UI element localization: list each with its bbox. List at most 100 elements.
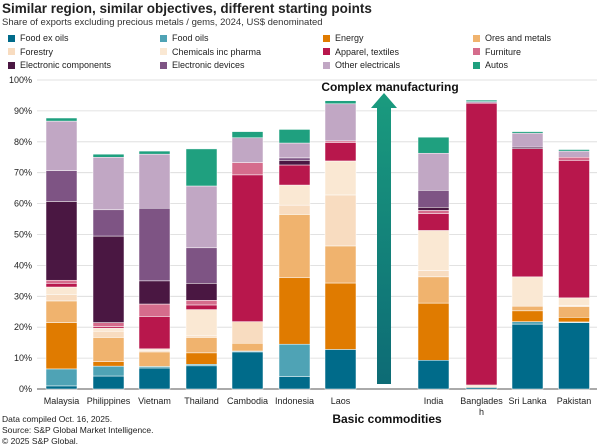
bar-segment-ores-and-metals — [92, 337, 125, 362]
bar-segment-electronic-devices — [185, 247, 218, 284]
bar-segment-energy — [278, 277, 311, 345]
bar-segment-ores-and-metals — [138, 351, 171, 367]
bar-segment-ores-and-metals — [324, 245, 357, 284]
bar-segment-food-oils — [278, 343, 311, 377]
footer-copyright: © 2025 S&P Global. — [2, 436, 79, 446]
bar-stack-thailand — [185, 148, 218, 390]
x-tick-label: Vietnam — [138, 396, 171, 406]
bar-segment-food-oils — [45, 368, 78, 387]
bar-segment-electronic-components — [138, 280, 171, 305]
legend-swatch — [160, 48, 167, 55]
bar-stack-sri-lanka — [511, 131, 544, 390]
bar-segment-energy — [185, 352, 218, 365]
legend-swatch — [8, 48, 15, 55]
bar-segment-food-ex-oils — [417, 360, 450, 390]
bar-stack-cambodia — [231, 131, 264, 390]
bar-stack-bangladesh — [465, 99, 498, 390]
x-tick-label-wrap: h — [479, 407, 484, 417]
legend-item-chemicals-inc-pharma: Chemicals inc pharma — [160, 47, 261, 57]
legend-label: Other electricals — [335, 60, 401, 70]
x-tick-label: Malaysia — [44, 396, 80, 406]
bar-segment-food-ex-oils — [324, 349, 357, 390]
bar-stack-malaysia — [45, 117, 78, 390]
bar-segment-apparel-textiles — [417, 213, 450, 231]
y-tick-label: 80% — [14, 137, 32, 147]
bar-segment-ores-and-metals — [45, 300, 78, 323]
bar-segment-electronic-devices — [278, 157, 311, 161]
bar-segment-autos — [185, 148, 218, 187]
legend-item-forestry: Forestry — [8, 47, 53, 57]
bar-segment-furniture — [138, 303, 171, 317]
bar-segment-apparel-textiles — [45, 283, 78, 288]
bar-segment-food-ex-oils — [185, 365, 218, 390]
bar-segment-ores-and-metals — [511, 305, 544, 312]
x-tick-label: Pakistan — [557, 396, 592, 406]
bar-segment-chemicals-inc-pharma — [45, 286, 78, 296]
bar-segment-food-ex-oils — [92, 375, 125, 390]
bar-stack-laos — [324, 100, 357, 390]
annotation-basic-commodities: Basic commodities — [332, 412, 442, 426]
bar-stack-india — [417, 136, 450, 390]
bar-segment-energy — [324, 282, 357, 350]
chart-title: Similar region, similar objectives, diff… — [2, 1, 372, 16]
bar-segment-chemicals-inc-pharma — [511, 276, 544, 307]
bar-segment-autos — [278, 129, 311, 144]
x-tick-label: Sri Lanka — [508, 396, 546, 406]
legend-label: Ores and metals — [485, 33, 552, 43]
bar-segment-ores-and-metals — [231, 343, 264, 352]
y-tick-label: 90% — [14, 106, 32, 116]
bar-segment-other-electricals — [92, 157, 125, 211]
y-tick-label: 20% — [14, 322, 32, 332]
legend-item-other-electricals: Other electricals — [323, 60, 400, 70]
bar-segment-forestry — [92, 330, 125, 338]
bar-segment-apparel-textiles — [558, 160, 590, 299]
bar-segment-energy — [511, 310, 544, 322]
legend-swatch — [323, 61, 330, 69]
legend-swatch — [160, 61, 167, 69]
bar-segment-other-electricals — [324, 103, 357, 142]
bar-segment-furniture — [417, 210, 450, 214]
bar-segment-furniture — [231, 162, 264, 176]
bar-segment-energy — [92, 361, 125, 367]
x-tick-label: Indonesia — [275, 396, 314, 406]
bar-segment-electronic-devices — [417, 190, 450, 208]
bar-segment-chemicals-inc-pharma — [558, 297, 590, 306]
bar-segment-ores-and-metals — [278, 214, 311, 279]
x-tick-label: India — [424, 396, 444, 406]
legend-item-ores-and-metals: Ores and metals — [473, 33, 551, 43]
bar-segment-forestry — [231, 321, 264, 344]
y-tick-label: 100% — [9, 75, 32, 85]
legend-item-furniture: Furniture — [473, 47, 521, 57]
bar-segment-other-electricals — [511, 132, 544, 148]
bar-segment-autos — [92, 153, 125, 158]
legend-item-food-ex-oils: Food ex oils — [8, 33, 69, 43]
bar-segment-food-ex-oils — [138, 367, 171, 390]
bar-segment-food-oils — [511, 321, 544, 325]
x-tick-label: Banglades — [460, 396, 503, 406]
bar-segment-other-electricals — [185, 185, 218, 249]
y-tick-label: 30% — [14, 291, 32, 301]
legend-label: Food ex oils — [20, 33, 69, 43]
bar-segment-food-ex-oils — [45, 385, 78, 390]
bar-segment-apparel-textiles — [138, 316, 171, 350]
bar-segment-apparel-textiles — [511, 148, 544, 278]
bar-segment-food-ex-oils — [278, 376, 311, 390]
legend-label: Electronic devices — [172, 60, 245, 70]
bar-segment-autos — [558, 149, 590, 152]
bar-segment-chemicals-inc-pharma — [324, 160, 357, 196]
bar-segment-food-ex-oils — [231, 351, 264, 390]
bar-segment-electronic-devices — [92, 209, 125, 237]
bar-segment-furniture — [92, 322, 125, 327]
x-tick-label: Cambodia — [227, 396, 268, 406]
annotation-complex-manufacturing: Complex manufacturing — [321, 80, 458, 94]
y-tick-label: 40% — [14, 260, 32, 270]
bar-segment-autos — [138, 150, 171, 155]
bar-segment-apparel-textiles — [324, 142, 357, 162]
bar-segment-electronic-devices — [138, 207, 171, 282]
bar-segment-chemicals-inc-pharma — [185, 309, 218, 337]
bar-segment-food-ex-oils — [511, 323, 544, 390]
bar-segment-forestry — [417, 270, 450, 278]
legend-item-food-oils: Food oils — [160, 33, 209, 43]
legend-item-autos: Autos — [473, 60, 508, 70]
